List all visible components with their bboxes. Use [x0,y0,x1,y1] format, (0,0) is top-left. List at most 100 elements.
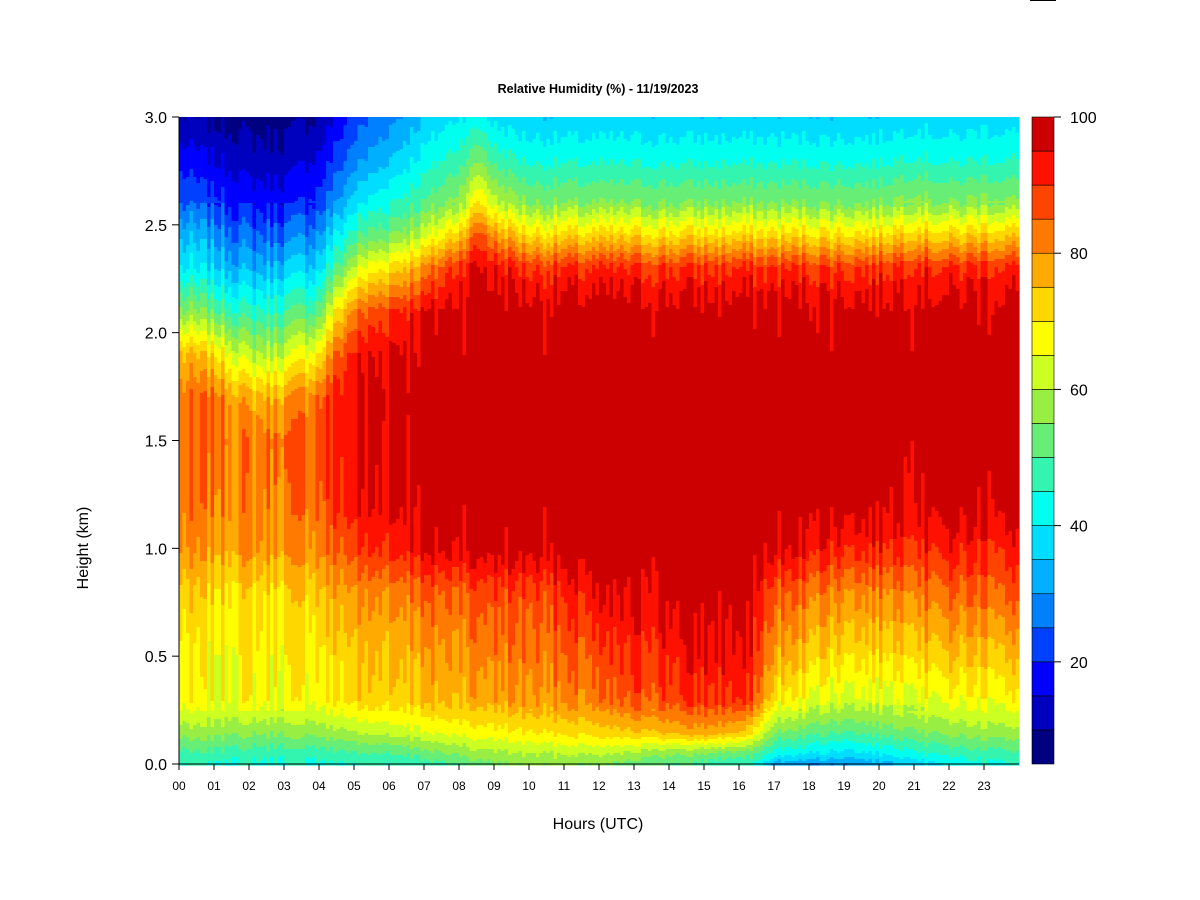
heatmap-cell [452,243,457,254]
heatmap-cell [266,279,271,296]
heatmap-cell [872,705,877,714]
heatmap-cell [564,231,569,240]
heatmap-cell [823,227,828,238]
heatmap-cell [868,265,873,286]
heatmap-cell [364,127,369,162]
heatmap-cell [879,205,884,216]
heatmap-cell [816,211,821,220]
heatmap-cell [903,565,908,592]
heatmap-cell [571,135,576,162]
heatmap-cell [819,219,824,228]
heatmap-cell [833,205,838,216]
heatmap-cell [375,145,380,174]
heatmap-cell [354,731,359,742]
heatmap-cell [189,741,194,754]
heatmap-cell [567,235,572,246]
heatmap-cell [788,139,793,166]
heatmap-cell [529,281,534,308]
heatmap-cell [329,359,334,384]
heatmap-cell [627,577,632,636]
heatmap-cell [798,605,803,640]
heatmap-cell [217,655,222,720]
heatmap-cell [179,219,184,240]
heatmap-cell [203,293,208,308]
heatmap-cell [599,739,604,748]
heatmap-cell [861,207,866,216]
heatmap-cell [196,325,201,336]
heatmap-cell [665,749,670,756]
heatmap-cell [798,227,803,238]
heatmap-cell [812,187,817,208]
heatmap-cell [182,179,187,212]
heatmap-cell [749,131,754,158]
heatmap-cell [627,635,632,692]
heatmap-cell [770,219,775,228]
heatmap-cell [788,213,793,224]
heatmap-cell [326,715,331,730]
heatmap-cell [840,665,845,694]
heatmap-cell [256,651,261,712]
heatmap-cell [574,643,579,696]
heatmap-cell [714,287,719,664]
heatmap-cell [280,405,285,440]
heatmap-cell [571,229,576,240]
heatmap-cell [802,131,807,160]
heatmap-cell [259,761,264,766]
heatmap-cell [809,751,814,760]
heatmap-cell [326,329,331,342]
heatmap-cell [294,419,299,516]
heatmap-cell [711,725,716,736]
heatmap-cell [231,381,236,396]
heatmap-cell [760,703,765,714]
heatmap-cell [665,207,670,218]
heatmap-cell [879,689,884,710]
heatmap-cell [805,117,810,142]
heatmap-cell [865,725,870,736]
heatmap-cell [595,231,600,242]
heatmap-cell [574,243,579,254]
heatmap-cell [630,745,635,754]
heatmap-cell [655,209,660,220]
heatmap-cell [511,213,516,224]
heatmap-cell [480,233,485,252]
heatmap-cell [357,265,362,278]
heatmap-cell [592,265,597,284]
heatmap-cell [424,749,429,760]
heatmap-cell [217,301,222,316]
heatmap-cell [837,705,842,714]
heatmap-cell [830,757,835,764]
heatmap-cell [557,305,562,556]
heatmap-cell [858,231,863,242]
heatmap-cell [382,169,387,190]
heatmap-cell [487,117,492,122]
heatmap-cell [644,207,649,218]
heatmap-cell [245,405,250,438]
heatmap-cell [543,117,548,122]
heatmap-cell [574,225,579,236]
heatmap-cell [770,201,775,210]
heatmap-cell [893,621,898,654]
heatmap-cell [599,747,604,758]
heatmap-cell [683,221,688,230]
heatmap-cell [336,751,341,764]
heatmap-cell [543,231,548,240]
heatmap-cell [830,677,835,704]
heatmap-cell [718,743,723,748]
heatmap-cell [294,289,299,306]
heatmap-cell [497,577,502,608]
heatmap-cell [683,201,688,212]
heatmap-cell [830,703,835,720]
heatmap-cell [389,623,394,696]
heatmap-cell [448,709,453,724]
heatmap-cell [473,643,478,700]
heatmap-cell [777,147,782,170]
heatmap-cell [361,301,366,314]
heatmap-cell [308,363,313,380]
heatmap-cell [714,745,719,750]
heatmap-cell [606,213,611,224]
heatmap-cell [781,741,786,752]
heatmap-cell [774,701,779,712]
heatmap-cell [438,553,443,574]
heatmap-cell [417,249,422,258]
heatmap-cell [189,253,194,276]
